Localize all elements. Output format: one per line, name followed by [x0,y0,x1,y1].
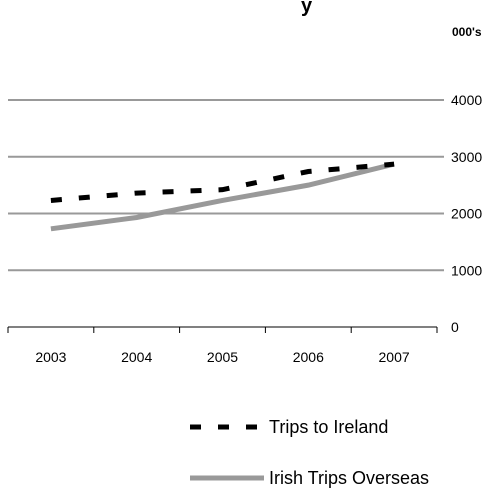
y-tick-label: 2000 [451,206,482,222]
x-tick-label: 2007 [379,349,410,365]
x-tick-label: 2005 [207,349,238,365]
unit-label: 000's [452,25,482,39]
y-axis-ticks: 0 1000 2000 3000 4000 [451,92,482,335]
chart-title-fragment: y [301,0,313,17]
x-tick-label: 2004 [121,349,152,365]
series-lines [50,161,395,232]
legend: Trips to Ireland Irish Trips Overseas [190,417,429,488]
series-line-2 [50,161,395,232]
y-tick-label: 4000 [451,92,482,108]
x-tick-label: 2003 [35,349,66,365]
series-line-1 [50,161,395,203]
legend-label: Irish Trips Overseas [269,468,429,488]
legend-label: Trips to Ireland [269,417,388,437]
x-axis-ticks: 2003 2004 2005 2006 2007 [35,349,410,365]
y-tick-label: 3000 [451,149,482,165]
y-tick-label: 1000 [451,262,482,278]
y-tick-label: 0 [451,319,459,335]
x-axis [7,326,438,333]
x-tick-label: 2006 [293,349,324,365]
gridlines [8,99,444,272]
